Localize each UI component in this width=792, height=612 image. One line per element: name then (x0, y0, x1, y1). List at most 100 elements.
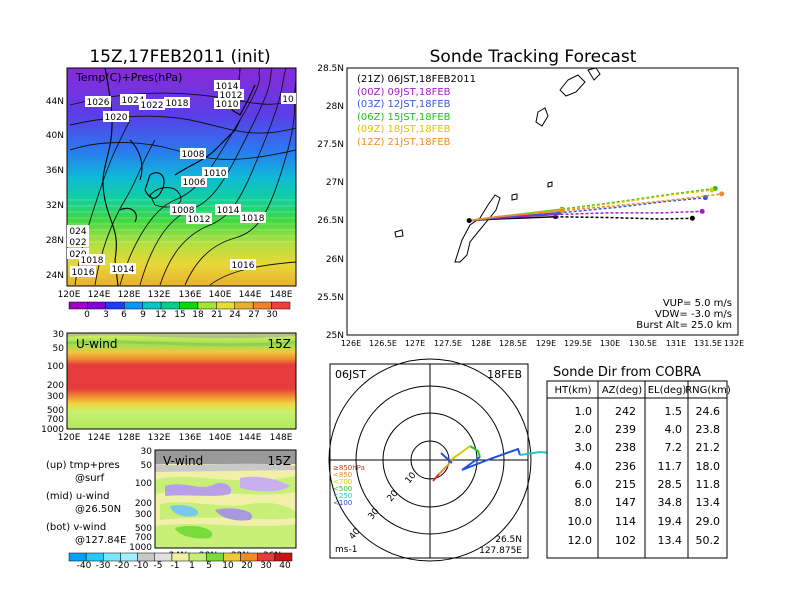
colorbar-swatch (124, 301, 143, 310)
colorbar-swatch (223, 552, 241, 562)
polar-time-label: 06JST (335, 368, 366, 381)
polar-date-label: 18FEB (487, 368, 522, 381)
vwind-colorbar-ticks: -40 -30 -20 -10 -5 -1 1 5 10 20 30 40 (77, 561, 291, 571)
colorbar-swatch (188, 552, 207, 562)
track-burst-marker (553, 212, 558, 217)
isobar-label: 1006 (183, 178, 206, 188)
colorbar-tick-label: 3 (103, 310, 109, 320)
pressure-tick-label: 300 (47, 392, 64, 402)
colorbar-swatch (154, 552, 173, 562)
launch-label: (03Z) 12JST,18FEB (357, 99, 451, 110)
table-cell: 4.0 (665, 423, 683, 436)
pressure-tick-label: 30 (53, 330, 65, 340)
uwind-section (66, 332, 297, 430)
lat-tick-label: 28N (46, 236, 64, 246)
isobar-label: 1008 (182, 150, 205, 160)
level-label: <700 (333, 478, 352, 486)
colorbar-tick-label: 15 (174, 310, 185, 320)
colorbar-swatch (160, 301, 180, 310)
colorbar-tick-label: 24 (229, 310, 241, 320)
track-burst-marker (560, 208, 565, 213)
table-header-cell: AZ(deg) (602, 385, 642, 396)
colorbar-swatch (103, 552, 121, 562)
table-cell: 238 (615, 441, 636, 454)
isobar-label: 024 (69, 227, 86, 237)
table-header-cell: RNG(km) (685, 385, 731, 396)
temperature-colorbar (68, 301, 291, 310)
launch-label: (09Z) 18JST,18FEB (357, 124, 451, 135)
table-cell: 13.4 (696, 496, 721, 509)
colorbar-tick-label: 30 (260, 561, 272, 571)
table-row: 2.0 239 4.0 23.8 (575, 423, 721, 436)
colorbar-swatch (234, 301, 254, 310)
tracking-params: VUP= 5.0 m/s VDW= -3.0 m/s Burst Alt= 25… (636, 298, 732, 331)
lon-tick-label: 140E (209, 433, 232, 443)
pressure-tick-label: 700 (47, 415, 64, 425)
map-title: 15Z,17FEB2011 (init) (89, 47, 270, 67)
lon-tick-label: 128.5E (499, 339, 527, 348)
lon-tick-label: 129E (536, 339, 556, 348)
colorbar-swatch (216, 301, 235, 310)
polar-ring-labels: 10 20 30 40 (348, 471, 419, 542)
legend-note: (bot) v-wind (46, 522, 106, 533)
legend-note: @127.84E (75, 535, 126, 546)
isobar-label: 1022 (141, 101, 164, 111)
table-cell: 23.8 (696, 423, 721, 436)
pressure-tick-label: 30 (141, 447, 153, 457)
lat-tick-label: 25.5N (317, 293, 344, 303)
tracking-plot-frame (346, 67, 739, 336)
table-cell: 24.6 (696, 405, 721, 418)
isobar-label: 022 (69, 238, 86, 248)
colorbar-tick-label: 18 (192, 310, 204, 320)
pressure-tick-label: 1000 (41, 425, 64, 435)
table-cell: 13.4 (658, 534, 683, 547)
table-cell: 50.2 (696, 534, 721, 547)
colorbar-tick-label: 20 (241, 561, 253, 571)
table-cell: 147 (615, 496, 636, 509)
colorbar-tick-label: -10 (134, 561, 149, 571)
track-landing-point (699, 208, 705, 214)
table-cell: 28.5 (658, 478, 683, 491)
isobar-label: 1016 (232, 261, 255, 271)
colorbar-swatch (105, 301, 125, 310)
pressure-tick-label: 200 (47, 381, 64, 391)
uwind-y-ticks: 30 50 100 200 300 500 700 1000 (41, 330, 64, 435)
table-cell: 29.0 (696, 515, 721, 528)
colorbar-tick-label: -20 (115, 561, 130, 571)
colorbar-swatch (197, 301, 217, 310)
isobar-label: 1014 (217, 206, 240, 216)
table-cell: 19.4 (658, 515, 683, 528)
colorbar-swatch (120, 552, 138, 562)
lon-tick-label: 130E (600, 339, 620, 348)
uwind-field (67, 333, 296, 429)
colorbar-swatch (240, 552, 258, 562)
launch-label: (12Z) 21JST,18FEB (357, 137, 451, 148)
polar-coord-lat: 26.5N (495, 535, 522, 545)
lon-tick-label: 131E (666, 339, 686, 348)
isobar-label: 1010 (216, 100, 239, 110)
lon-tick-label: 131.5E (694, 339, 722, 348)
uwind-time: 15Z (268, 337, 292, 351)
colorbar-tick-label: 5 (206, 561, 212, 571)
isobar-label: 1014 (216, 82, 239, 92)
pressure-tick-label: 500 (47, 406, 64, 416)
table-cell: 7.2 (665, 441, 683, 454)
panel-legend-notes: (up) tmp+pres @surf (mid) u-wind @26.50N… (46, 460, 126, 546)
colorbar-swatch (85, 552, 104, 562)
tracking-title: Sonde Tracking Forecast (430, 47, 637, 67)
table-cell: 3.0 (575, 441, 593, 454)
pressure-tick-label: 100 (135, 479, 152, 489)
table-cell: 236 (615, 460, 636, 473)
lat-tick-label: 27N (326, 178, 344, 188)
level-label: <850 (333, 471, 352, 479)
colorbar-tick-label: 6 (121, 310, 127, 320)
table-cell: 215 (615, 478, 636, 491)
table-row: 4.0 236 11.7 18.0 (575, 460, 721, 473)
colorbar-swatch (179, 301, 199, 310)
vwind-time: 15Z (268, 454, 292, 468)
track-landing-point (709, 187, 715, 193)
launch-label: (06Z) 15JST,18FEB (357, 112, 451, 123)
lon-tick-label: 136E (179, 290, 202, 300)
colorbar-swatch (137, 552, 156, 562)
